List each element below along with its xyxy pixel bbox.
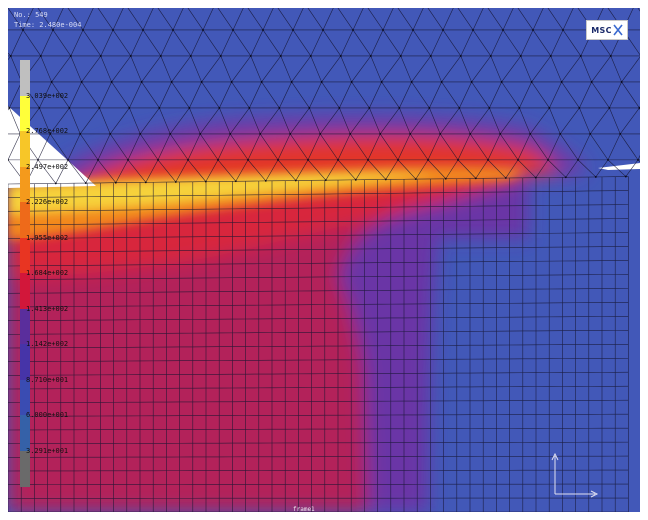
logo-text: MSC <box>591 25 612 35</box>
legend-swatch <box>20 131 30 167</box>
time-label: Time: 2.480e-004 <box>14 21 82 29</box>
legend-label: 8.710e+001 <box>26 375 69 384</box>
legend-label: 1.684e+002 <box>26 269 69 277</box>
legend-swatch <box>20 60 30 96</box>
legend-swatch <box>20 379 30 416</box>
legend-swatch <box>20 166 30 203</box>
legend-label: 2.768e+002 <box>26 127 69 135</box>
color-legend-bar <box>20 60 30 487</box>
legend-label: 2.226e+002 <box>26 198 69 206</box>
increment-label: No.: 549 <box>14 11 48 19</box>
legend-swatch <box>20 344 30 380</box>
frame-label: frame1 <box>293 506 315 512</box>
legend-label: 1.955e+002 <box>26 233 69 242</box>
legend-swatch <box>20 450 30 487</box>
fem-mesh <box>8 8 640 512</box>
contour-viewport[interactable]: No.: 549 Time: 2.480e-004 MSC 3.039e+002… <box>8 8 640 512</box>
legend-swatch <box>20 415 30 451</box>
legend-swatch <box>20 202 30 238</box>
legend-label: 3.039e+002 <box>26 91 69 100</box>
axis-triad-icon <box>551 452 599 498</box>
legend-swatch <box>20 95 30 132</box>
fem-contour-plot <box>8 8 640 512</box>
legend-label: 2.497e+002 <box>26 162 69 171</box>
legend-label: 3.291e+001 <box>26 446 69 455</box>
legend-label: 1.142e+002 <box>26 340 69 348</box>
legend-label: 6.000e+001 <box>26 411 69 419</box>
x-mark-icon <box>613 24 623 36</box>
mesh-nodes <box>8 29 640 185</box>
legend-swatch <box>20 308 30 345</box>
legend-label: 1.413e+002 <box>26 304 69 313</box>
msc-logo: MSC <box>586 20 628 40</box>
legend-swatch <box>20 237 30 274</box>
legend-swatch <box>20 273 30 309</box>
surface-sliver <box>598 163 640 170</box>
